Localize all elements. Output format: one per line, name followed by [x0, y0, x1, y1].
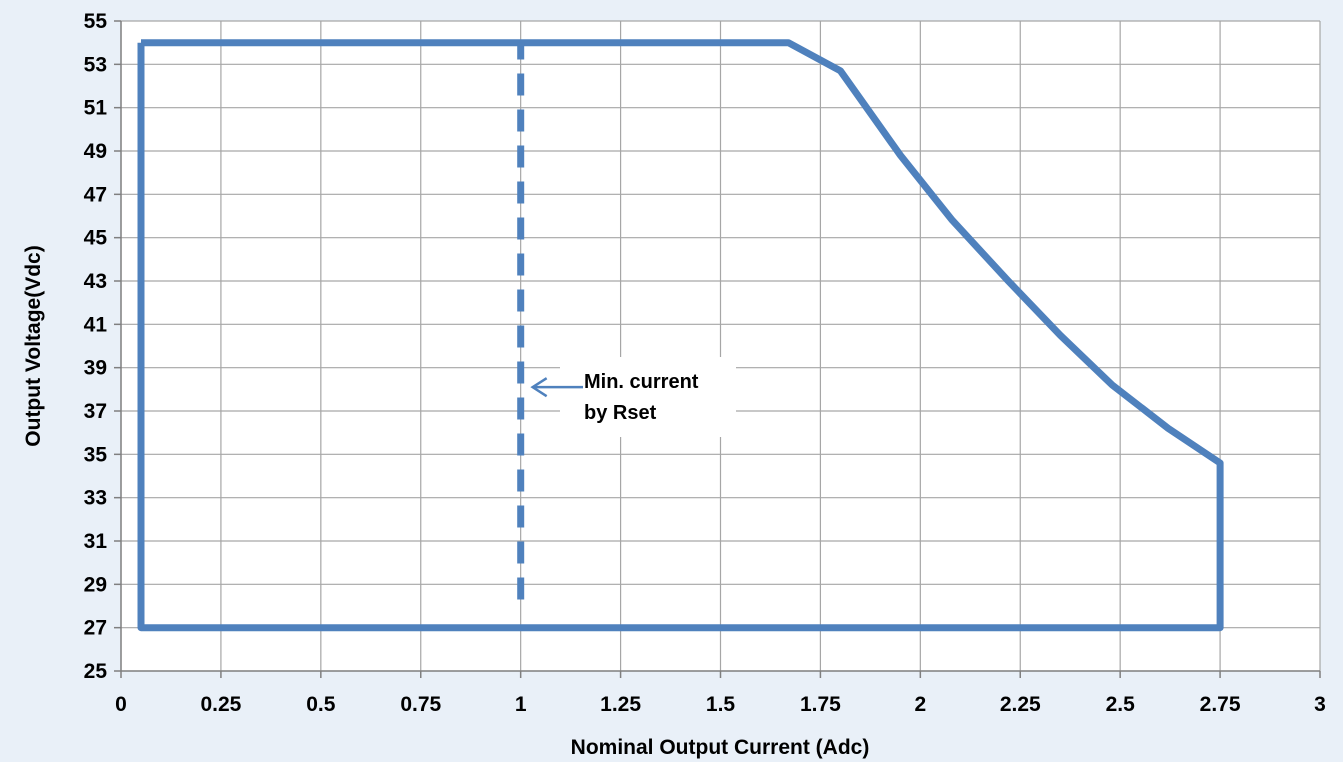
x-tick-label: 0.5: [306, 693, 336, 716]
x-tick-label: 2.75: [1200, 693, 1241, 716]
x-tick-label: 0: [115, 693, 127, 716]
y-tick-label: 27: [84, 617, 107, 640]
x-tick-label: 0.75: [400, 693, 441, 716]
y-tick-label: 25: [84, 660, 108, 683]
x-tick-label: 1.5: [706, 693, 736, 716]
annotation-text: by Rset: [584, 402, 657, 424]
y-tick-label: 41: [84, 313, 108, 336]
y-tick-label: 33: [84, 487, 107, 510]
y-tick-label: 53: [84, 53, 107, 76]
x-tick-label: 1.75: [800, 693, 841, 716]
operating-area-boundary-line: [137, 39, 1224, 632]
y-axis-title: Output Voltage(Vdc): [22, 245, 45, 446]
annotation-text: Min. current: [584, 371, 699, 393]
y-tick-label: 49: [84, 140, 107, 163]
y-tick-label: 45: [84, 227, 108, 250]
y-tick-label: 39: [84, 357, 107, 380]
annotation-box: [560, 357, 736, 437]
y-tick-label: 37: [84, 400, 107, 423]
x-tick-label: 2.5: [1106, 693, 1136, 716]
y-tick-label: 55: [84, 10, 108, 33]
x-tick-label: 1: [515, 693, 527, 716]
x-tick-label: 1.25: [600, 693, 641, 716]
x-tick-label: 2: [914, 693, 926, 716]
y-tick-label: 51: [84, 97, 108, 120]
x-axis-title: Nominal Output Current (Adc): [571, 736, 870, 759]
y-tick-label: 47: [84, 183, 107, 206]
annotations: Min. current by Rset: [530, 357, 736, 437]
y-tick-label: 29: [84, 573, 107, 596]
x-tick-label: 2.25: [1000, 693, 1041, 716]
series-group: [137, 39, 1224, 632]
y-tick-labels: 25 27 29 31 33 35 37 39 41 43 45 47 49 51 53 55: [84, 10, 108, 683]
y-tick-label: 31: [84, 530, 108, 553]
axes: [114, 20, 1321, 678]
x-tick-label: 3: [1314, 693, 1326, 716]
x-tick-label: 0.25: [200, 693, 241, 716]
annotation-arrow-head: [530, 377, 548, 398]
y-tick-label: 43: [84, 270, 107, 293]
y-tick-label: 35: [84, 443, 108, 466]
x-tick-labels: 0 0.25 0.5 0.75 1 1.25 1.5 1.75 2 2.25 2.5 2.75 3: [115, 693, 1326, 716]
